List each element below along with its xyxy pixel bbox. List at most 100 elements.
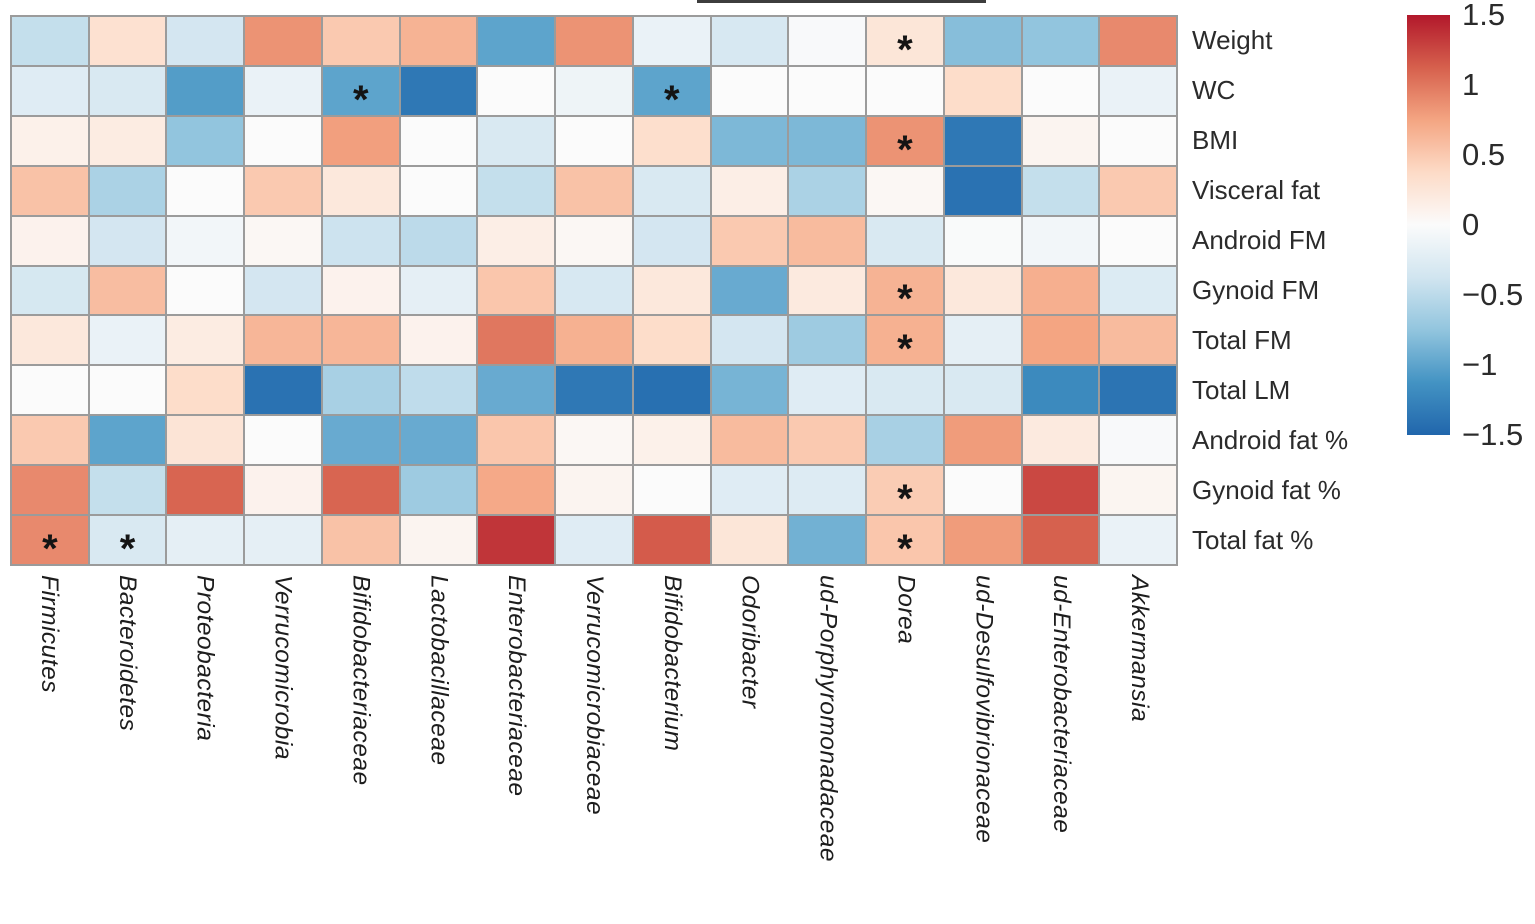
heatmap-cell [12, 166, 88, 215]
column-label: Enterobacteriaceae [503, 575, 531, 797]
heatmap-cell [12, 316, 88, 365]
heatmap-cell [711, 166, 788, 215]
heatmap-cell [400, 66, 477, 115]
colorbar-tick-label: 1 [1462, 67, 1480, 102]
heatmap-cell [711, 516, 788, 564]
heatmap-cell [944, 466, 1021, 515]
heatmap-cell: * [867, 266, 943, 319]
heatmap-cell [12, 416, 88, 465]
heatmap-cell [322, 416, 399, 465]
heatmap-cell [1100, 516, 1176, 564]
heatmap-cell [633, 516, 710, 564]
column-label: Lactobacillaceae [425, 575, 453, 766]
column-label: Bifidobacterium [658, 575, 686, 752]
heatmap-cell [1022, 366, 1099, 415]
heatmap-cell [556, 316, 632, 365]
heatmap-cell [89, 266, 166, 315]
heatmap-cell [711, 266, 788, 315]
heatmap-cell [400, 166, 477, 215]
heatmap-cell [167, 66, 244, 115]
heatmap-cell [89, 466, 166, 515]
colorbar-tick-label: 0 [1462, 207, 1480, 242]
heatmap-cell [556, 466, 632, 515]
heatmap-cell [478, 366, 555, 415]
row-label: Total FM [1192, 325, 1292, 356]
row-label: Visceral fat [1192, 174, 1321, 205]
column-label: ud-Porphyromonadaceae [814, 575, 842, 862]
heatmap-cell [167, 166, 244, 215]
heatmap-cell [167, 17, 244, 65]
heatmap-cell: * [867, 516, 943, 569]
heatmap-cell [789, 66, 866, 115]
heatmap-cell [711, 66, 788, 115]
heatmap-cell [89, 116, 166, 165]
column-label: Bifidobacteriaceae [347, 575, 375, 786]
heatmap-cell [12, 17, 88, 65]
heatmap-cell [89, 17, 166, 65]
heatmap-cell [400, 516, 477, 564]
row-label: WC [1192, 74, 1236, 105]
heatmap-cell [789, 266, 866, 315]
heatmap-cell [789, 316, 866, 365]
heatmap-cell [1022, 166, 1099, 215]
heatmap-cell: * [867, 316, 943, 369]
heatmap-cell [711, 416, 788, 465]
heatmap-cell [167, 516, 244, 564]
heatmap-cell [711, 466, 788, 515]
column-label: Firmicutes [35, 575, 63, 693]
row-label: Gynoid fat % [1192, 475, 1341, 506]
heatmap-cell [400, 316, 477, 365]
heatmap-cell [245, 516, 321, 564]
heatmap-cell [556, 116, 632, 165]
heatmap-cell [1022, 266, 1099, 315]
heatmap-cell [245, 116, 321, 165]
heatmap-cell [1100, 166, 1176, 215]
heatmap-cell [944, 17, 1021, 65]
heatmap-cell [556, 266, 632, 315]
heatmap-cell [400, 416, 477, 465]
heatmap-cell [556, 166, 632, 215]
heatmap-cell [867, 416, 943, 465]
heatmap-grid: * * * * * * * * * * [10, 15, 1178, 569]
heatmap-cell [867, 366, 943, 415]
colorbar-tick-label: −1 [1462, 347, 1498, 382]
heatmap-cell [944, 166, 1021, 215]
row-label: Total fat % [1192, 525, 1314, 556]
heatmap-cell [89, 316, 166, 365]
column-label: Akkermansia [1126, 575, 1154, 723]
column-label: Odoribacter [736, 575, 764, 709]
heatmap-cell [1100, 66, 1176, 115]
heatmap-cell [944, 316, 1021, 365]
heatmap-cell: * [867, 116, 943, 170]
heatmap-cell [944, 366, 1021, 415]
heatmap-cell [789, 17, 866, 65]
heatmap-cell [711, 316, 788, 365]
heatmap-cell [633, 366, 710, 415]
heatmap-cell: * [867, 466, 943, 519]
heatmap-cell [478, 416, 555, 465]
heatmap-cell [478, 116, 555, 165]
column-label: Dorea [892, 575, 920, 645]
heatmap-cell [400, 366, 477, 415]
colorbar [1407, 15, 1450, 435]
heatmap-cell [944, 516, 1021, 564]
heatmap-cell [867, 166, 943, 215]
heatmap-cell [633, 216, 710, 265]
heatmap-cell [633, 17, 710, 65]
column-label: Verrucomicrobiaceae [581, 575, 608, 816]
heatmap-cell [633, 416, 710, 465]
colorbar-tick-label: −1.5 [1462, 417, 1524, 452]
heatmap-cell [1022, 416, 1099, 465]
heatmap-cell [12, 216, 88, 265]
heatmap-cell [167, 116, 244, 165]
heatmap-cell [944, 66, 1021, 115]
row-label: Android FM [1192, 224, 1327, 255]
heatmap-cell [167, 466, 244, 515]
heatmap-cell [167, 316, 244, 365]
heatmap-cell: * [867, 17, 943, 70]
heatmap-cell [789, 216, 866, 265]
heatmap-cell [322, 316, 399, 365]
heatmap-cell [245, 66, 321, 115]
heatmap-cell [12, 66, 88, 115]
row-label: Total LM [1192, 375, 1291, 406]
